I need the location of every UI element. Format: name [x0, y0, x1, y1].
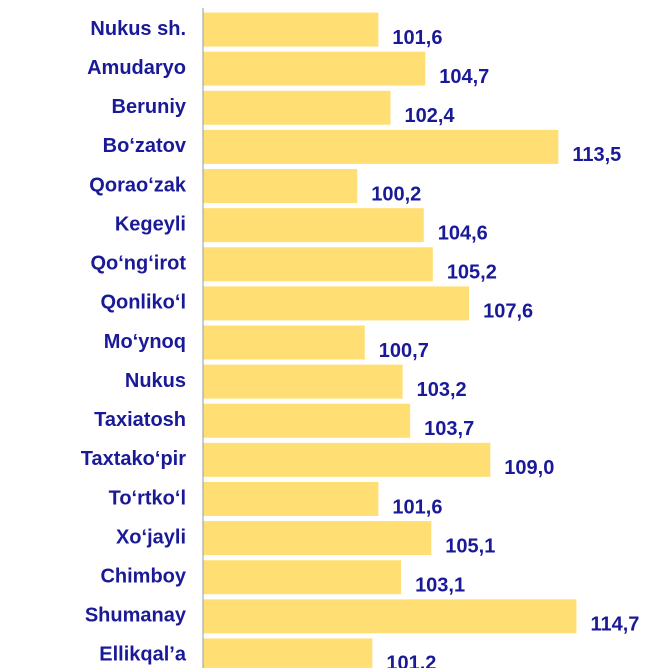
bar [203, 364, 403, 399]
y-tick-label: Taxtako‘pir [81, 448, 186, 470]
y-tick-label: Kegeyli [115, 213, 186, 235]
value-label: 100,7 [379, 340, 429, 362]
value-label: 102,4 [404, 105, 455, 127]
bar [203, 325, 365, 360]
value-label: 100,2 [371, 183, 421, 205]
y-tick-label: Nukus sh. [90, 18, 186, 40]
bar [203, 481, 379, 516]
y-tick-label: Xo‘jayli [116, 526, 186, 548]
y-tick-label: Amudaryo [87, 57, 186, 79]
value-label: 105,2 [447, 262, 497, 284]
bar [203, 12, 379, 47]
y-tick-label: Beruniy [112, 96, 187, 118]
value-label: 103,1 [415, 574, 465, 596]
y-tick-label: Ellikqal’a [99, 644, 187, 666]
bar [203, 286, 470, 321]
value-label: 109,0 [504, 457, 554, 479]
value-label: 103,7 [424, 418, 474, 440]
value-label: 114,7 [590, 614, 639, 636]
bar [203, 169, 358, 204]
bar [203, 208, 424, 243]
value-label: 101,2 [386, 653, 436, 668]
bar [203, 599, 577, 634]
value-label: 101,6 [392, 496, 442, 518]
y-tick-label: Chimboy [100, 565, 186, 587]
bar [203, 638, 373, 668]
y-tick-label: Mo‘ynoq [104, 331, 186, 353]
bar [203, 90, 391, 125]
y-tick-label: Bo‘zatov [103, 135, 187, 157]
value-label: 113,5 [572, 144, 621, 166]
value-label: 101,6 [392, 27, 442, 49]
y-tick-label: To‘rtko‘l [109, 487, 186, 509]
bar [203, 442, 491, 477]
y-tick-label: Nukus [125, 370, 186, 392]
bar [203, 560, 402, 595]
bar [203, 403, 411, 438]
bar [203, 521, 432, 556]
value-label: 104,6 [438, 222, 488, 244]
y-tick-label: Qo‘ng‘irot [90, 253, 186, 275]
value-label: 105,1 [445, 535, 495, 557]
bar [203, 51, 426, 86]
y-tick-label: Qonliko‘l [100, 292, 186, 314]
value-label: 104,7 [439, 66, 489, 88]
value-label: 107,6 [483, 301, 533, 323]
y-tick-label: Shumanay [85, 605, 187, 627]
value-label: 103,2 [417, 379, 467, 401]
y-tick-label: Qorao‘zak [89, 174, 187, 196]
bar [203, 129, 559, 164]
y-tick-label: Taxiatosh [94, 409, 186, 431]
bar [203, 247, 433, 282]
